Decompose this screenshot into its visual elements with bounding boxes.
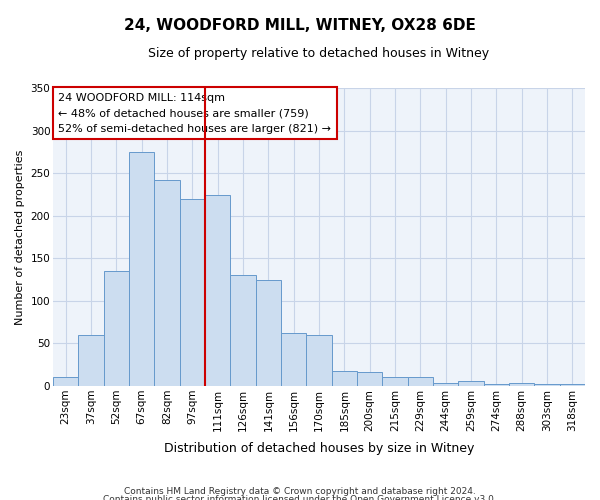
Bar: [560, 384, 585, 386]
Bar: [230, 276, 256, 386]
Text: 24 WOODFORD MILL: 114sqm
← 48% of detached houses are smaller (759)
52% of semi-: 24 WOODFORD MILL: 114sqm ← 48% of detach…: [58, 92, 331, 134]
Bar: [79, 335, 104, 386]
Bar: [129, 152, 154, 386]
Bar: [332, 370, 357, 386]
Bar: [154, 180, 180, 386]
Bar: [180, 198, 205, 386]
Bar: [509, 382, 535, 386]
Title: Size of property relative to detached houses in Witney: Size of property relative to detached ho…: [148, 48, 490, 60]
Bar: [484, 384, 509, 386]
Y-axis label: Number of detached properties: Number of detached properties: [15, 150, 25, 324]
Bar: [53, 378, 79, 386]
Bar: [307, 335, 332, 386]
Bar: [458, 381, 484, 386]
Bar: [281, 333, 307, 386]
Bar: [256, 280, 281, 386]
Bar: [407, 378, 433, 386]
Bar: [205, 196, 230, 386]
Text: Contains public sector information licensed under the Open Government Licence v3: Contains public sector information licen…: [103, 495, 497, 500]
Text: 24, WOODFORD MILL, WITNEY, OX28 6DE: 24, WOODFORD MILL, WITNEY, OX28 6DE: [124, 18, 476, 32]
Bar: [433, 382, 458, 386]
Bar: [535, 384, 560, 386]
Bar: [357, 372, 382, 386]
Bar: [104, 271, 129, 386]
Text: Contains HM Land Registry data © Crown copyright and database right 2024.: Contains HM Land Registry data © Crown c…: [124, 488, 476, 496]
Bar: [382, 378, 407, 386]
X-axis label: Distribution of detached houses by size in Witney: Distribution of detached houses by size …: [164, 442, 474, 455]
